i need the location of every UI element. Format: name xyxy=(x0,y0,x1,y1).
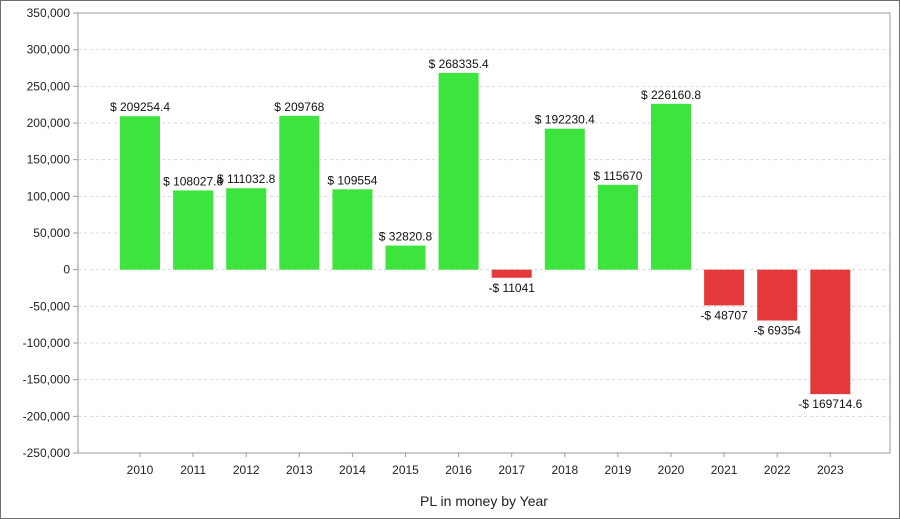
x-tick-label-2019: 2019 xyxy=(605,463,632,477)
y-tick-label: 50,000 xyxy=(33,226,70,240)
bar-2013 xyxy=(279,115,320,270)
y-tick-label: -100,000 xyxy=(23,336,71,350)
x-tick-label-2011: 2011 xyxy=(180,463,206,477)
bar-2023 xyxy=(810,269,851,395)
data-label-2016: $ 268335.4 xyxy=(429,57,489,71)
y-tick-label: 350,000 xyxy=(27,6,71,20)
data-label-2010: $ 209254.4 xyxy=(110,100,170,114)
y-tick-label: 200,000 xyxy=(27,116,71,130)
y-tick-label: -50,000 xyxy=(29,299,70,313)
y-tick-label: -250,000 xyxy=(23,446,71,460)
bar-2021 xyxy=(704,269,745,306)
x-tick-label-2021: 2021 xyxy=(711,463,738,477)
x-tick-label-2014: 2014 xyxy=(339,463,366,477)
x-tick-label-2020: 2020 xyxy=(658,463,685,477)
x-tick-label-2012: 2012 xyxy=(233,463,260,477)
data-label-2012: $ 111032.8 xyxy=(217,172,276,186)
data-label-2021: -$ 48707 xyxy=(700,308,748,322)
x-tick-label-2016: 2016 xyxy=(445,463,472,477)
y-tick-label: 300,000 xyxy=(27,43,71,57)
y-tick-label: 150,000 xyxy=(27,153,71,167)
y-tick-label: 100,000 xyxy=(27,189,71,203)
bar-2015 xyxy=(385,245,426,270)
data-label-2020: $ 226160.8 xyxy=(641,88,701,102)
x-tick-label-2013: 2013 xyxy=(286,463,313,477)
bar-2022 xyxy=(757,269,798,321)
bar-2017 xyxy=(491,269,532,278)
bars xyxy=(120,72,851,395)
data-label-2013: $ 209768 xyxy=(274,100,324,114)
data-labels: $ 209254.4 $ 108027.6$ 111032.8 $ 209768 $ … xyxy=(110,57,863,411)
x-tick-label-2010: 2010 xyxy=(127,463,154,477)
data-label-2014: $ 109554 xyxy=(327,173,377,187)
bar-2011 xyxy=(173,190,214,270)
bar-2010 xyxy=(120,116,160,270)
x-tick-label-2023: 2023 xyxy=(817,463,844,477)
data-label-2023: -$ 169714.6 xyxy=(798,397,862,411)
x-tick-label-2015: 2015 xyxy=(392,463,419,477)
bar-2020 xyxy=(651,103,691,270)
data-label-2017: -$ 11041 xyxy=(488,281,535,295)
x-tick-label-2018: 2018 xyxy=(551,463,578,477)
x-tick-label-2022: 2022 xyxy=(764,463,791,477)
bar-2019 xyxy=(597,184,638,270)
bar-2018 xyxy=(544,128,585,270)
data-label-2022: -$ 69354 xyxy=(754,324,802,338)
y-tick-label: 250,000 xyxy=(27,79,71,93)
data-label-2018: $ 192230.4 xyxy=(535,113,595,127)
x-tick-label-2017: 2017 xyxy=(498,463,525,477)
y-axis-ticks: 350,000 300,000 250,000 200,000 150,000 100,0… xyxy=(23,6,78,460)
data-label-2015: $ 32820.8 xyxy=(379,230,433,244)
x-axis-ticks: 2010 2011 2012 2013 2014 2015 2016 2017 2018 2019… xyxy=(127,453,844,477)
data-label-2019: $ 115670 xyxy=(593,169,642,183)
bar-2012 xyxy=(226,188,267,270)
x-axis-title: PL in money by Year xyxy=(420,493,548,509)
y-tick-label: -200,000 xyxy=(23,409,71,423)
y-tick-label: -150,000 xyxy=(23,373,71,387)
y-tick-label: 0 xyxy=(63,263,70,277)
bar-2014 xyxy=(332,189,373,270)
bar-2016 xyxy=(438,72,479,270)
data-label-2011: $ 108027.6 xyxy=(163,174,223,188)
